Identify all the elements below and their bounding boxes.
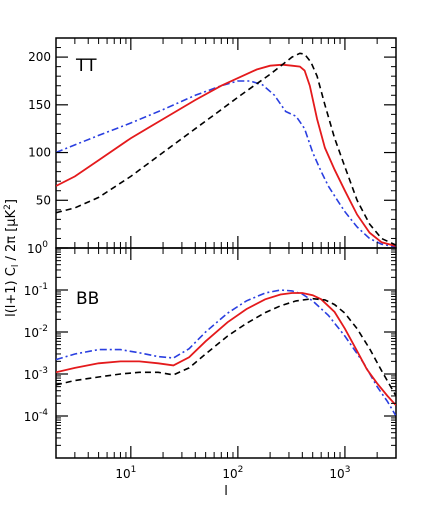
bb-series-solid — [56, 292, 396, 406]
tt-curves — [56, 52, 396, 248]
bb-series-dash-dot — [56, 289, 396, 417]
x-tick-label: 101 — [115, 465, 136, 481]
tt-panel-frame — [55, 37, 397, 249]
tt-ticks: 50 100 150 200 — [28, 37, 397, 248]
tt-panel: 50 100 150 200 TT — [28, 37, 397, 249]
y-tick-label: 200 — [28, 50, 51, 64]
tt-series-dash-dot — [56, 80, 396, 248]
bb-panel-frame — [55, 247, 397, 459]
bb-ticks: 101 102 103 10-4 10-3 10-2 10-1 100 — [24, 240, 397, 481]
x-tick-label: 103 — [329, 465, 350, 481]
y-tick-label: 10-3 — [24, 366, 48, 382]
y-tick-label: 10-2 — [24, 324, 48, 340]
bb-curves — [56, 289, 396, 417]
y-axis-label: l(l+1) Cl / 2π [μK2] — [3, 199, 21, 317]
x-tick-label: 102 — [222, 465, 243, 481]
y-tick-label: 10-4 — [24, 408, 49, 424]
y-tick-label: 10-1 — [24, 282, 48, 298]
tt-series-dashed — [56, 52, 396, 246]
y-tick-label: 100 — [28, 146, 51, 160]
y-tick-label: 150 — [28, 98, 51, 112]
tt-panel-label: TT — [75, 56, 97, 76]
y-tick-label: 100 — [27, 240, 48, 256]
tt-series-solid — [56, 63, 396, 247]
x-axis-label: l — [224, 484, 228, 499]
bb-panel: 101 102 103 10-4 10-3 10-2 10-1 100 BB — [24, 240, 397, 481]
bb-series-dashed — [56, 297, 396, 397]
bb-panel-label: BB — [76, 289, 99, 309]
y-tick-label: 50 — [36, 193, 51, 207]
